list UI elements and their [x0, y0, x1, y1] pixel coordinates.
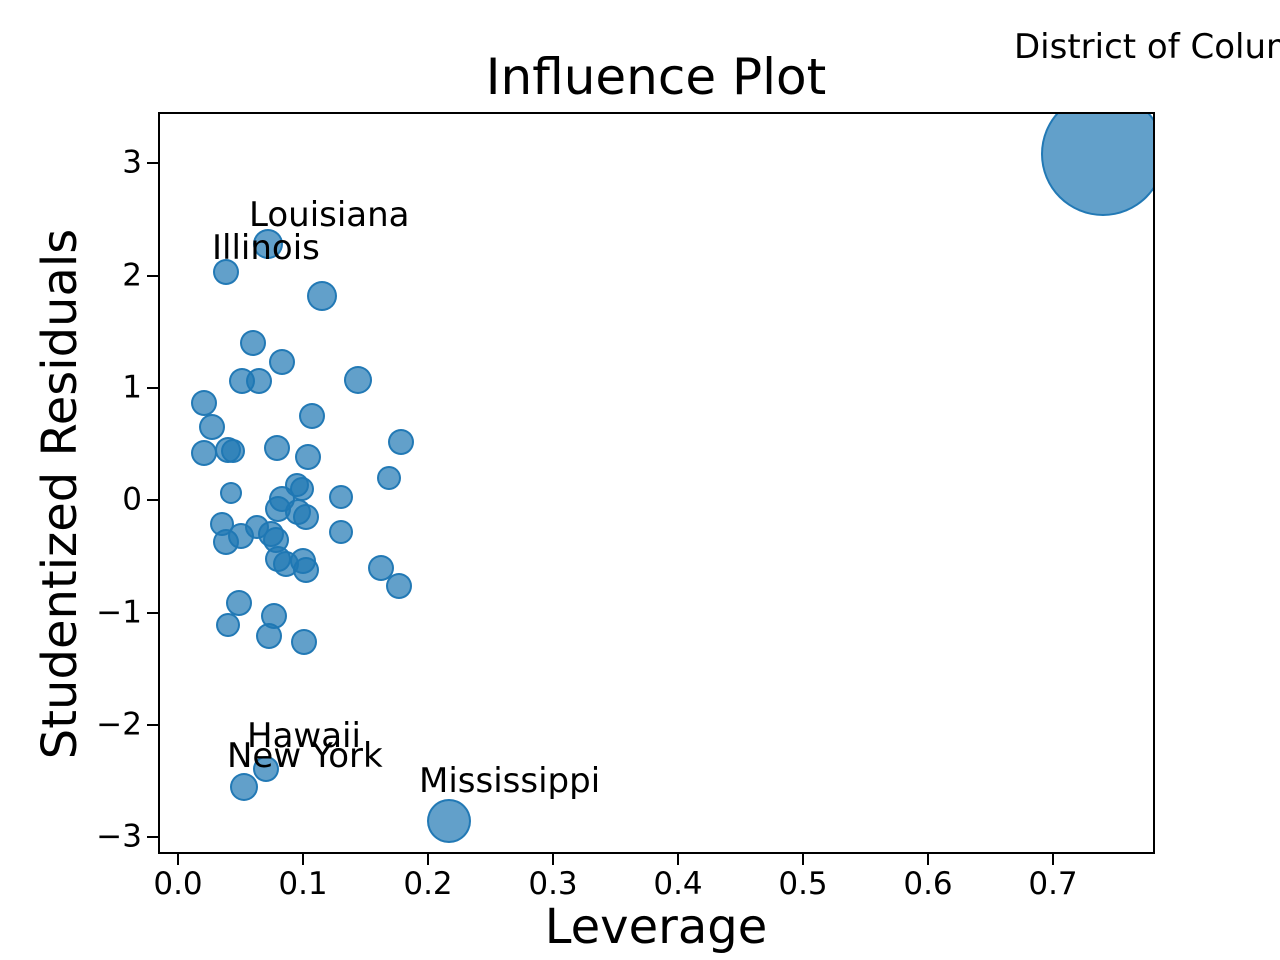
data-point-bubble-new-york	[230, 772, 259, 801]
data-point-bubble	[298, 403, 325, 430]
state-label-annotation-mississippi: Mississippi	[419, 760, 601, 801]
x-tick-label: 0.4	[653, 866, 703, 902]
data-point-bubble	[219, 481, 242, 504]
chart-title: Influence Plot	[485, 48, 827, 106]
y-tick-mark	[147, 274, 159, 277]
y-tick-label: −1	[96, 594, 142, 631]
data-point-bubble	[344, 366, 372, 395]
data-point-bubble	[328, 485, 353, 510]
y-tick-mark	[147, 611, 159, 614]
x-tick-mark	[927, 853, 929, 865]
data-point-bubble	[386, 572, 413, 599]
y-tick-label: −3	[96, 818, 142, 855]
data-point-bubble	[295, 443, 321, 470]
x-tick-label: 0.6	[903, 866, 953, 902]
data-point-bubble-mississippi	[427, 798, 472, 843]
y-tick-label: −2	[96, 706, 142, 743]
y-tick-mark	[147, 499, 159, 502]
data-point-bubble	[191, 389, 218, 416]
x-tick-label: 0.7	[1028, 866, 1078, 902]
x-tick-label: 0.0	[153, 866, 203, 902]
data-point-bubble	[256, 623, 283, 650]
data-point-bubble	[191, 440, 218, 467]
x-tick-mark	[427, 853, 429, 865]
data-point-bubble	[306, 280, 337, 311]
x-tick-mark	[302, 853, 304, 865]
data-point-bubble	[226, 589, 253, 616]
x-tick-mark	[552, 853, 554, 865]
y-tick-mark	[147, 387, 159, 390]
data-point-bubble	[328, 519, 353, 544]
data-point-bubble	[377, 465, 402, 490]
y-tick-label: 3	[122, 144, 142, 181]
y-tick-label: 0	[122, 481, 142, 518]
data-point-bubble	[292, 557, 319, 584]
state-label-annotation-district-of-columbia: District of Columbia	[1014, 27, 1280, 68]
y-tick-mark	[147, 836, 159, 839]
plot-area	[160, 114, 1153, 852]
data-point-bubble	[387, 429, 414, 455]
data-point-bubble	[198, 414, 225, 441]
x-tick-label: 0.2	[403, 866, 453, 902]
data-point-bubble	[221, 438, 245, 463]
data-point-bubble	[240, 330, 266, 357]
y-tick-label: 2	[122, 257, 142, 294]
data-point-bubble	[246, 368, 273, 395]
data-point-bubble	[292, 504, 319, 531]
data-point-bubble	[268, 349, 295, 376]
x-tick-label: 0.5	[778, 866, 828, 902]
data-point-bubble-louisiana	[253, 229, 283, 260]
data-point-bubble-hawaii	[252, 755, 279, 782]
x-tick-mark	[802, 853, 804, 865]
data-point-bubble-district-of-columbia	[1041, 114, 1153, 217]
y-tick-label: 1	[122, 369, 142, 406]
state-label-annotation-hawaii: Hawaii	[247, 715, 361, 756]
data-point-bubble-illinois	[212, 259, 239, 286]
x-tick-label: 0.1	[278, 866, 328, 902]
y-tick-mark	[147, 724, 159, 727]
data-point-bubble	[216, 613, 240, 638]
state-label-annotation-new-york: New York	[227, 735, 383, 776]
x-tick-label: 0.3	[528, 866, 578, 902]
x-axis-label: Leverage	[544, 899, 768, 955]
x-tick-mark	[177, 853, 179, 865]
state-label-annotation-louisiana: Louisiana	[249, 194, 410, 235]
data-point-bubble	[291, 628, 318, 655]
state-label-annotation-illinois: Illinois	[212, 227, 320, 268]
data-point-bubble	[263, 434, 290, 461]
x-tick-mark	[1052, 853, 1054, 865]
y-tick-mark	[147, 162, 159, 165]
x-tick-mark	[677, 853, 679, 865]
